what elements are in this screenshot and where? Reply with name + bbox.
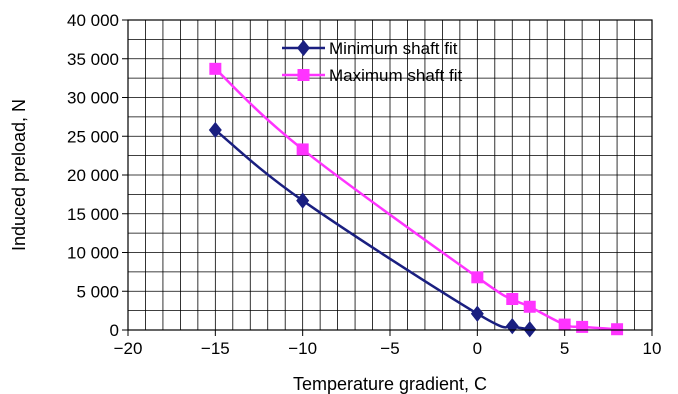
- data-point: [523, 321, 537, 338]
- data-point: [471, 271, 484, 284]
- y-tick-label: 25 000: [67, 127, 119, 146]
- y-tick-label: 5 000: [76, 282, 119, 301]
- y-tick-label: 35 000: [67, 50, 119, 69]
- legend-marker: [297, 39, 310, 57]
- x-tick-label: −20: [114, 339, 143, 358]
- series-maximum-shaft-fit: [209, 62, 624, 336]
- y-tick-label: 30 000: [67, 89, 119, 108]
- data-point: [296, 143, 309, 156]
- y-axis-label: Induced preload, N: [9, 99, 29, 251]
- x-axis-label: Temperature gradient, C: [293, 374, 487, 394]
- data-point: [505, 318, 519, 335]
- x-tick-label: −5: [380, 339, 399, 358]
- y-tick-label: 40 000: [67, 11, 119, 30]
- y-tick-label: 20 000: [67, 166, 119, 185]
- data-point: [296, 192, 310, 209]
- y-tick-label: 10 000: [67, 244, 119, 263]
- legend: Minimum shaft fit Maximum shaft fit: [282, 39, 462, 85]
- y-tick-label: 0: [110, 321, 119, 340]
- axes: [122, 19, 653, 336]
- x-tick-label: −10: [288, 339, 317, 358]
- data-point: [470, 305, 484, 322]
- data-point: [558, 318, 571, 331]
- series-line: [214, 67, 618, 331]
- legend-label: Maximum shaft fit: [329, 66, 462, 85]
- legend-marker: [297, 69, 310, 81]
- y-tick-label: 15 000: [67, 205, 119, 224]
- x-tick-label: −15: [201, 339, 230, 358]
- data-point: [209, 62, 222, 75]
- x-tick-label: 0: [473, 339, 482, 358]
- data-point: [506, 293, 519, 305]
- x-tick-label: 5: [560, 339, 569, 358]
- data-point: [523, 300, 536, 313]
- x-tick-label: 10: [643, 339, 662, 358]
- series-layer: [208, 62, 624, 338]
- legend-label: Minimum shaft fit: [329, 39, 458, 58]
- tick-labels: −20 −15 −10 −5 0 5 10 0 5 000 10 000 15 000 20 000 2…: [67, 11, 661, 358]
- data-point: [208, 121, 222, 139]
- data-point: [576, 320, 589, 333]
- data-point: [611, 323, 624, 336]
